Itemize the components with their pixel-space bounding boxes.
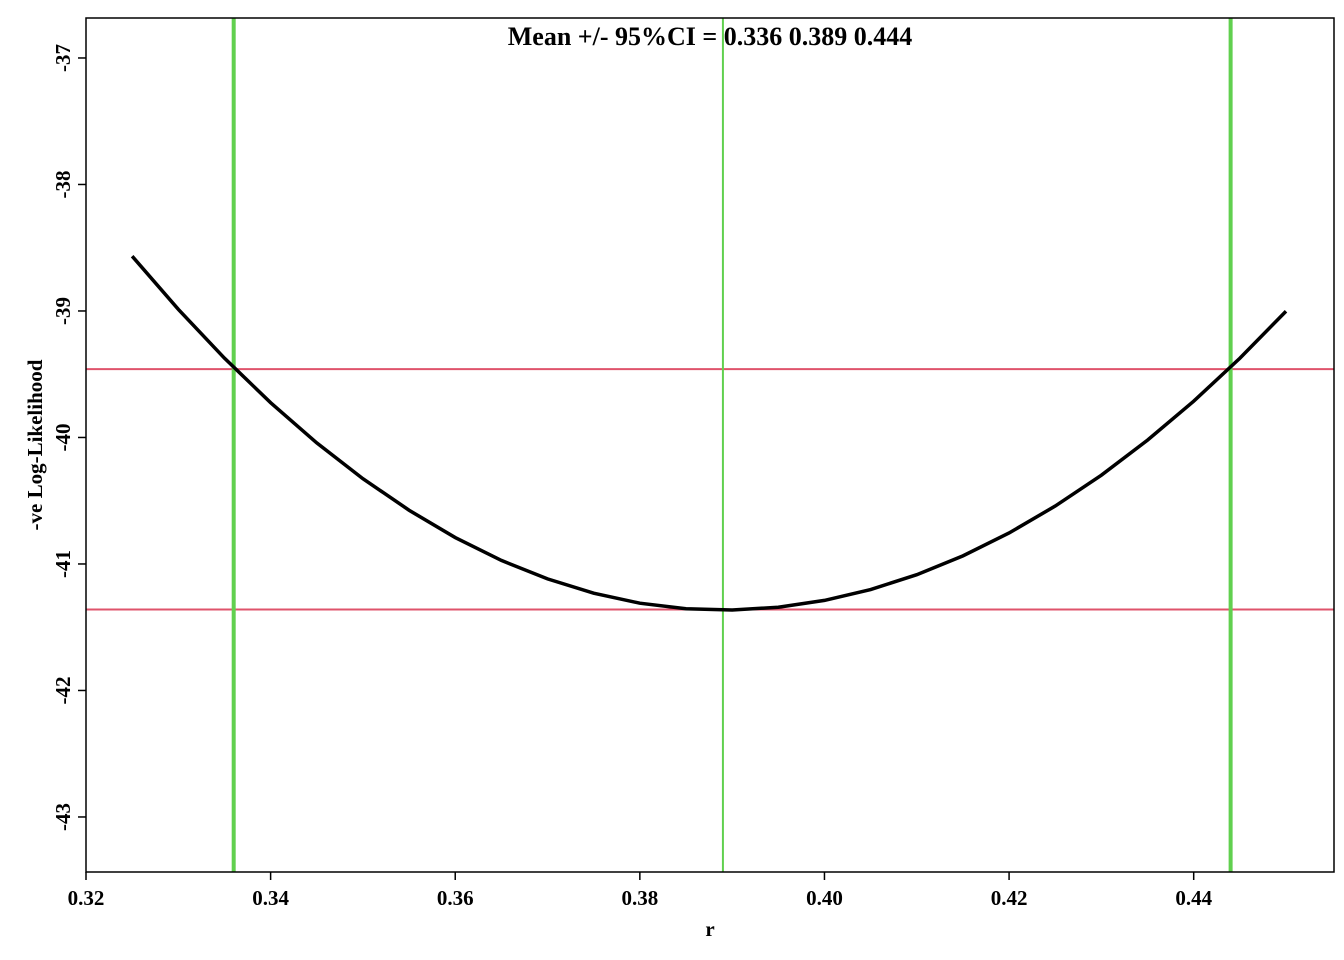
chart-title: Mean +/- 95%CI = 0.336 0.389 0.444	[508, 22, 912, 51]
x-tick-label: 0.42	[991, 886, 1028, 910]
x-tick-label: 0.44	[1175, 886, 1212, 910]
x-tick-label: 0.32	[68, 886, 105, 910]
y-tick-label: -40	[51, 423, 75, 451]
likelihood-curve	[130, 255, 1288, 612]
y-tick-label: -38	[51, 170, 75, 198]
y-tick-label: -42	[51, 676, 75, 704]
y-tick-label: -37	[51, 44, 75, 72]
y-tick-label: -39	[51, 297, 75, 325]
x-axis-label: r	[705, 917, 714, 941]
x-tick-label: 0.40	[806, 886, 843, 910]
plot-frame	[85, 17, 1335, 873]
y-axis-label: -ve Log-Likelihood	[23, 359, 47, 530]
y-tick-label: -41	[51, 550, 75, 578]
x-tick-label: 0.34	[252, 886, 289, 910]
y-tick-label: -43	[51, 803, 75, 831]
x-tick-label: 0.36	[437, 886, 474, 910]
x-tick-label: 0.38	[621, 886, 658, 910]
